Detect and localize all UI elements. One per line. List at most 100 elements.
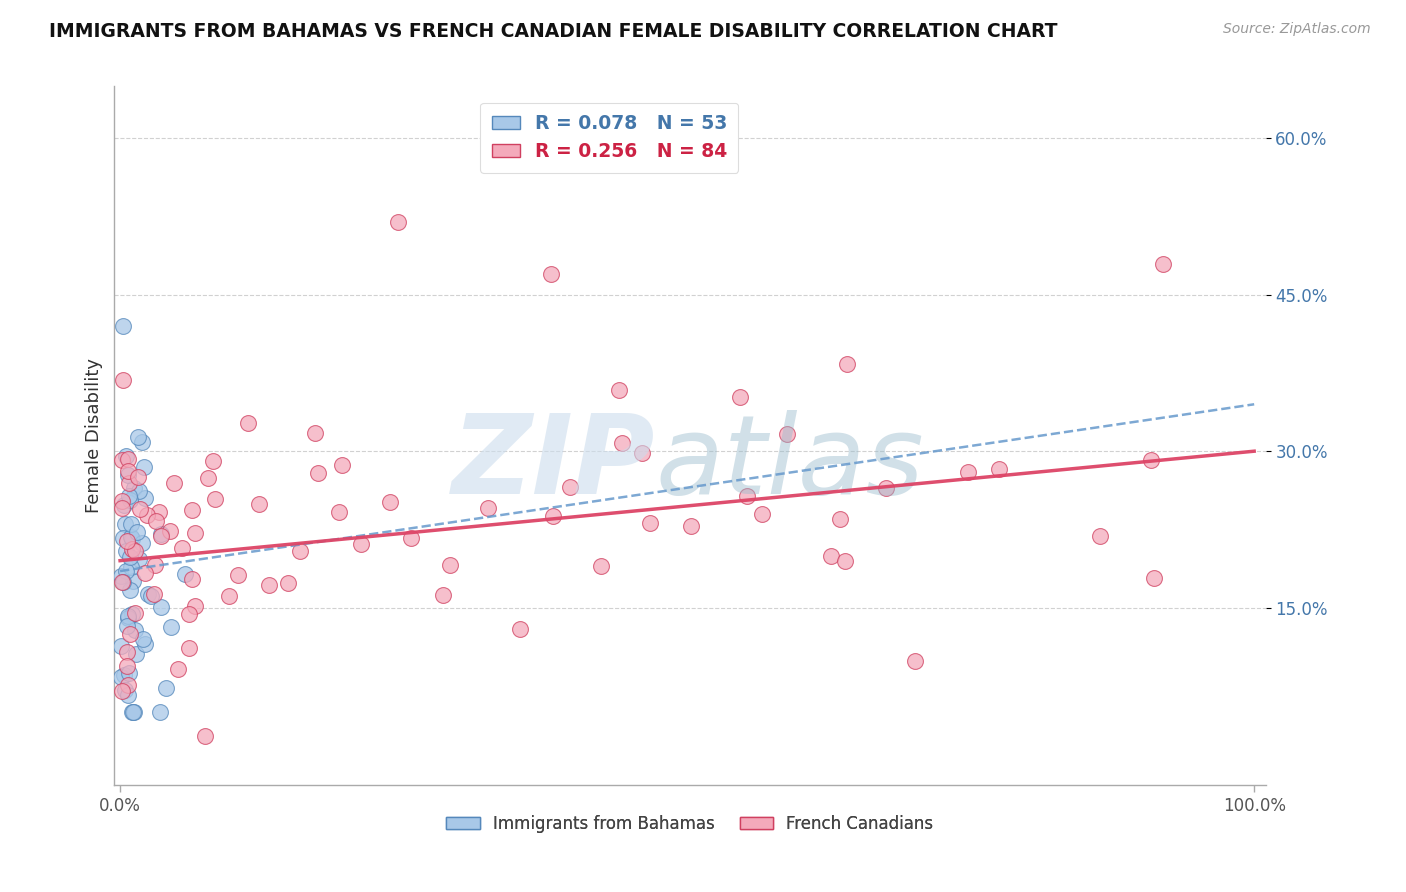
Point: [875, 481, 897, 495]
Point: [387, 215, 409, 229]
Point: [350, 537, 373, 551]
Point: [114, 516, 136, 531]
Point: [149, 705, 172, 719]
Point: [540, 267, 562, 281]
Point: [120, 492, 142, 507]
Point: [117, 464, 139, 478]
Point: [163, 476, 186, 491]
Text: ZIP: ZIP: [451, 410, 655, 517]
Point: [120, 530, 142, 544]
Point: [202, 454, 225, 468]
Point: [117, 452, 139, 467]
Point: [111, 452, 134, 467]
Point: [111, 494, 134, 508]
Point: [184, 599, 207, 613]
Point: [117, 688, 139, 702]
Point: [610, 436, 633, 450]
Point: [135, 508, 157, 522]
Point: [1142, 571, 1164, 585]
Point: [117, 609, 139, 624]
Point: [131, 535, 153, 549]
Point: [259, 578, 281, 592]
Point: [737, 489, 759, 503]
Point: [117, 467, 139, 482]
Point: [149, 599, 172, 614]
Point: [132, 632, 155, 646]
Point: [117, 476, 139, 491]
Point: [184, 526, 207, 541]
Point: [1152, 256, 1174, 270]
Point: [111, 575, 134, 590]
Point: [127, 525, 149, 540]
Point: [134, 491, 156, 505]
Point: [121, 705, 143, 719]
Point: [115, 544, 138, 558]
Point: [121, 542, 143, 557]
Point: [124, 623, 146, 637]
Point: [988, 461, 1011, 475]
Point: [111, 531, 134, 545]
Point: [541, 508, 564, 523]
Point: [228, 567, 250, 582]
Point: [149, 529, 172, 543]
Point: [114, 683, 136, 698]
Point: [399, 531, 422, 545]
Point: [134, 637, 156, 651]
Point: [1088, 529, 1111, 543]
Point: [111, 683, 134, 698]
Point: [131, 435, 153, 450]
Point: [115, 645, 138, 659]
Point: [111, 500, 134, 515]
Legend: Immigrants from Bahamas, French Canadians: Immigrants from Bahamas, French Canadian…: [440, 808, 941, 839]
Point: [328, 505, 350, 519]
Point: [110, 568, 132, 582]
Point: [148, 505, 170, 519]
Point: [194, 729, 217, 743]
Point: [118, 490, 141, 504]
Text: IMMIGRANTS FROM BAHAMAS VS FRENCH CANADIAN FEMALE DISABILITY CORRELATION CHART: IMMIGRANTS FROM BAHAMAS VS FRENCH CANADI…: [49, 22, 1057, 41]
Point: [145, 514, 167, 528]
Point: [288, 544, 311, 558]
Point: [128, 552, 150, 566]
Point: [378, 495, 401, 509]
Point: [179, 641, 201, 656]
Point: [837, 357, 859, 371]
Point: [117, 619, 139, 633]
Point: [128, 483, 150, 498]
Point: [117, 534, 139, 549]
Point: [160, 620, 183, 634]
Point: [118, 666, 141, 681]
Point: [439, 558, 461, 573]
Point: [181, 572, 204, 586]
Point: [112, 319, 135, 334]
Point: [122, 705, 145, 719]
Point: [155, 681, 177, 695]
Point: [820, 549, 842, 563]
Point: [828, 512, 851, 526]
Point: [751, 507, 773, 521]
Point: [118, 550, 141, 565]
Point: [204, 491, 226, 506]
Point: [122, 481, 145, 495]
Point: [776, 426, 799, 441]
Point: [638, 516, 661, 531]
Point: [197, 471, 219, 485]
Point: [142, 587, 165, 601]
Point: [218, 589, 240, 603]
Point: [115, 659, 138, 673]
Point: [607, 383, 630, 397]
Point: [127, 430, 149, 444]
Point: [149, 526, 172, 541]
Point: [177, 607, 200, 622]
Point: [139, 589, 162, 603]
Point: [238, 416, 260, 430]
Point: [174, 566, 197, 581]
Text: atlas: atlas: [655, 410, 924, 517]
Point: [589, 559, 612, 574]
Point: [121, 607, 143, 621]
Point: [957, 465, 980, 479]
Point: [432, 588, 454, 602]
Point: [112, 574, 135, 589]
Point: [127, 470, 149, 484]
Point: [277, 575, 299, 590]
